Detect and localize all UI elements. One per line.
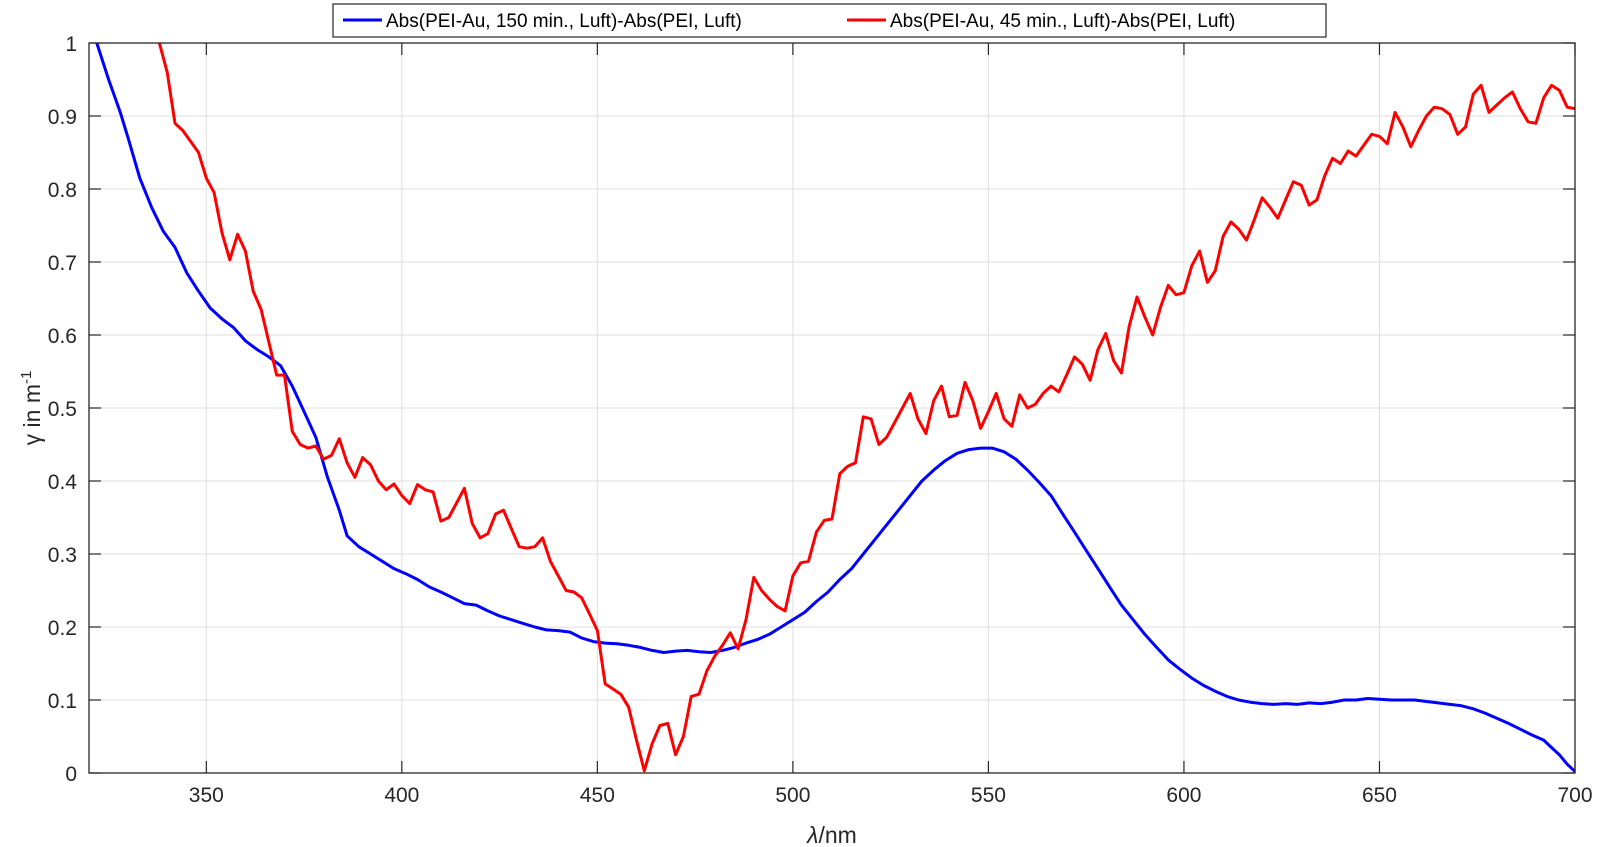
y-axis-text: in m: [19, 384, 45, 434]
y-axis-label: γ in m-1: [18, 371, 45, 446]
series-line-red: [157, 43, 1575, 773]
x-tick-label: 700: [1557, 784, 1592, 807]
series-line-blue: [95, 43, 1575, 773]
x-tick-label: 600: [1166, 784, 1201, 807]
y-tick-label: 0.4: [48, 471, 78, 494]
y-tick-label: 0.9: [48, 106, 77, 129]
y-tick-label: 0.5: [48, 398, 77, 421]
y-tick-label: 0.6: [48, 325, 77, 348]
y-tick-label: 0.8: [48, 179, 77, 202]
x-axis-unit: /nm: [818, 822, 856, 847]
x-axis-symbol: λ: [805, 822, 818, 847]
y-tick-label: 0.3: [48, 544, 77, 567]
y-tick-label: 0.1: [48, 690, 77, 713]
tick-labels: 350 400 450 500 550 600 650 700 0 0.1 0.2 0.3 0.4 0.5…: [48, 33, 1593, 807]
x-tick-label: 550: [971, 784, 1006, 807]
x-tick-label: 650: [1362, 784, 1397, 807]
legend-label-blue: Abs(PEI-Au, 150 min., Luft)-Abs(PEI, Luf…: [386, 11, 742, 32]
legend-box: [332, 3, 1327, 38]
y-tick-label: 0.7: [48, 252, 77, 275]
x-tick-label: 400: [384, 784, 419, 807]
ticks: [89, 42, 1576, 774]
y-tick-label: 0: [65, 763, 77, 786]
y-axis-symbol: γ: [19, 433, 45, 445]
x-tick-label: 450: [580, 784, 615, 807]
x-tick-label: 500: [775, 784, 810, 807]
y-tick-label: 0.2: [48, 617, 77, 640]
x-axis-label: λ/nm: [805, 822, 857, 847]
y-axis-exponent: -1: [18, 371, 35, 384]
x-tick-label: 350: [189, 784, 224, 807]
legend-label-red: Abs(PEI-Au, 45 min., Luft)-Abs(PEI, Luft…: [890, 11, 1235, 32]
legend: Abs(PEI-Au, 150 min., Luft)-Abs(PEI, Luf…: [332, 3, 1327, 38]
series-layer: [95, 43, 1575, 773]
y-tick-label: 1: [65, 33, 77, 56]
